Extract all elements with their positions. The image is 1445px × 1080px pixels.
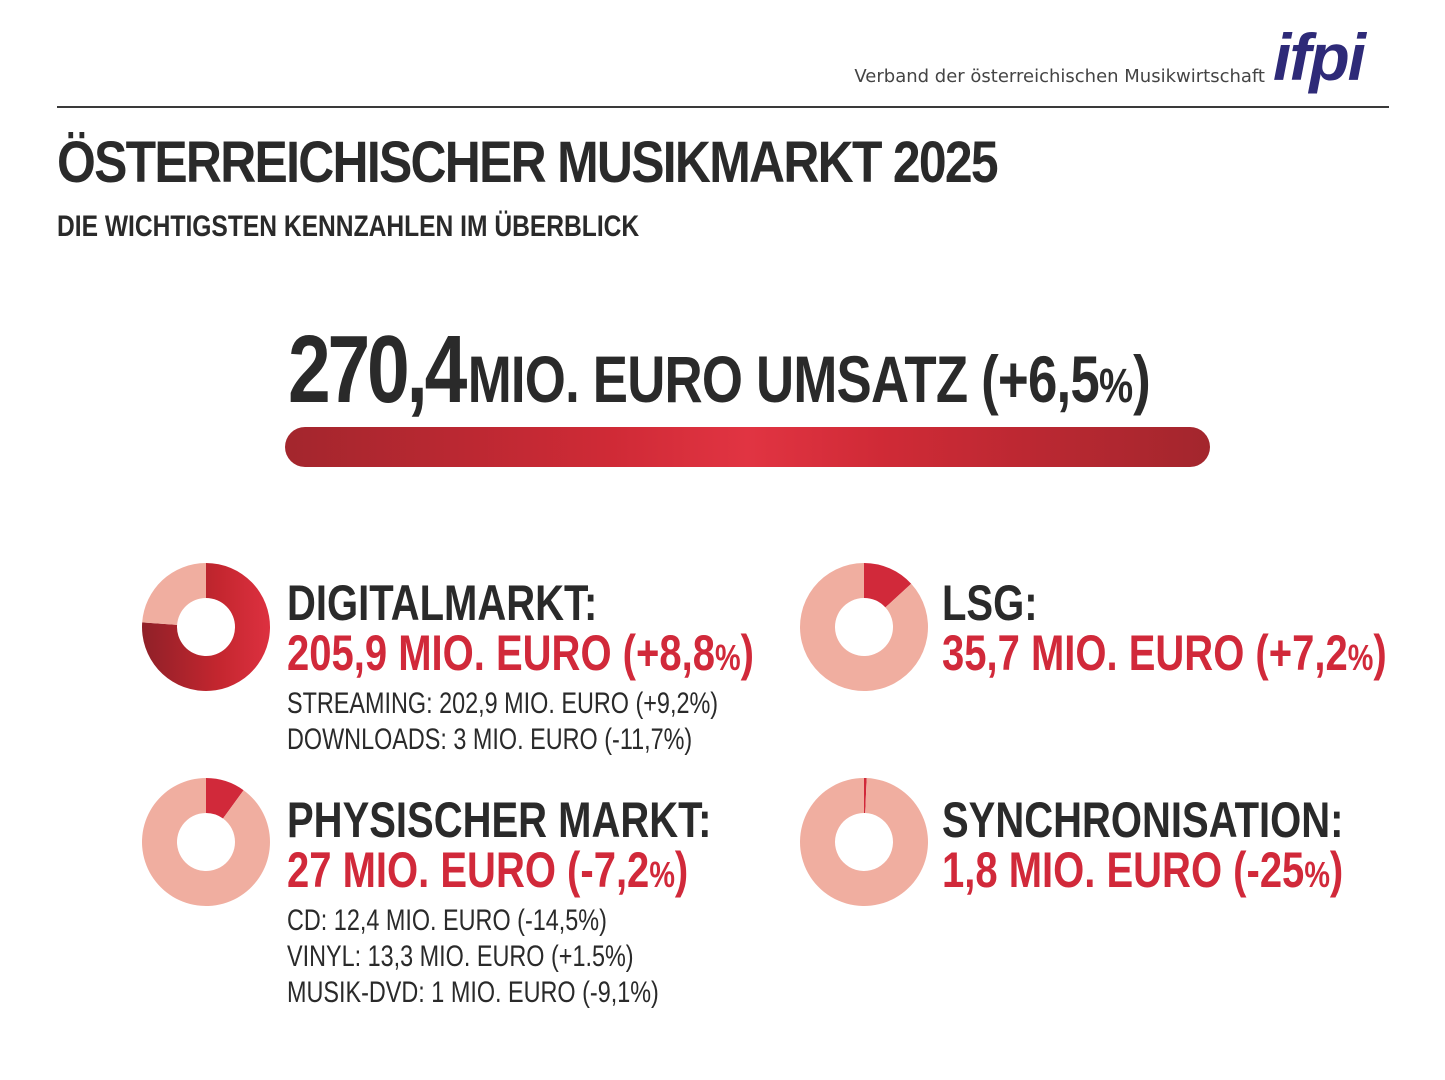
sync-percent-sign: % <box>1304 854 1330 895</box>
lsg-percent-sign: % <box>1347 637 1374 678</box>
lsg-donut-chart <box>800 563 928 691</box>
page-subtitle: DIE WICHTIGSTEN KENNZAHLEN IM ÜBERBLICK <box>57 210 640 243</box>
total-close-paren: ) <box>1133 342 1151 416</box>
digital-value-text: 205,9 MIO. EURO (+8,8 <box>287 625 715 681</box>
digital-donut-chart <box>142 563 270 691</box>
vinyl-line: VINYL: 13,3 MIO. EURO (+1.5%) <box>287 940 634 973</box>
digital-donut-slice-1 <box>142 563 206 625</box>
lsg-value-text: 35,7 MIO. EURO (+7,2 <box>942 625 1348 681</box>
physical-market-block: PHYSISCHER MARKT: 27 MIO. EURO (-7,2%) C… <box>287 795 818 1011</box>
digital-donut-slice-0 <box>142 563 270 691</box>
sync-block: SYNCHRONISATION: 1,8 MIO. EURO (-25%) <box>942 795 1444 895</box>
lsg-donut-slice-0 <box>864 563 912 608</box>
streaming-line: STREAMING: 202,9 MIO. EURO (+9,2%) <box>287 687 719 720</box>
downloads-line: DOWNLOADS: 3 MIO. EURO (-11,7%) <box>287 723 693 756</box>
digital-percent-sign: % <box>714 637 741 678</box>
sync-value-text: 1,8 MIO. EURO (-25 <box>942 842 1305 898</box>
sync-donut-slice-0 <box>864 778 867 814</box>
total-revenue-label: MIO. EURO UMSATZ (+6,5 <box>467 342 1100 416</box>
lsg-label: LSG: <box>942 575 1038 631</box>
lsg-value: 35,7 MIO. EURO (+7,2%) <box>942 628 1387 678</box>
physical-donut-slice-1 <box>142 778 270 906</box>
sync-close-paren: ) <box>1329 842 1344 898</box>
sync-donut-chart <box>800 778 928 906</box>
physical-market-label: PHYSISCHER MARKT: <box>287 792 712 848</box>
total-percent-sign: % <box>1098 360 1134 413</box>
physical-market-value: 27 MIO. EURO (-7,2%) <box>287 845 711 895</box>
page-title: ÖSTERREICHISCHER MUSIKMARKT 2025 <box>57 130 999 195</box>
physical-value-text: 27 MIO. EURO (-7,2 <box>287 842 650 898</box>
physical-donut-slice-0 <box>206 778 244 819</box>
sync-label: SYNCHRONISATION: <box>942 792 1344 848</box>
total-revenue-bar <box>285 427 1210 467</box>
lsg-close-paren: ) <box>1373 625 1387 681</box>
sync-donut-slice-1 <box>800 778 928 906</box>
sync-value: 1,8 MIO. EURO (-25%) <box>942 845 1343 895</box>
physical-close-paren: ) <box>674 842 689 898</box>
ifpi-logo: ifpi <box>1273 20 1366 94</box>
cd-line: CD: 12,4 MIO. EURO (-14,5%) <box>287 904 607 937</box>
lsg-donut-slice-1 <box>800 563 928 691</box>
org-name: Verband der österreichischen Musikwirtsc… <box>854 66 1265 87</box>
lsg-block: LSG: 35,7 MIO. EURO (+7,2%) <box>942 578 1445 678</box>
total-revenue-value: 270,4 <box>288 316 467 423</box>
header-divider <box>57 106 1389 108</box>
digital-market-block: DIGITALMARKT: 205,9 MIO. EURO (+8,8%) ST… <box>287 578 871 758</box>
physical-percent-sign: % <box>649 854 675 895</box>
digital-market-label: DIGITALMARKT: <box>287 575 598 631</box>
physical-donut-chart <box>142 778 270 906</box>
musik-dvd-line: MUSIK-DVD: 1 MIO. EURO (-9,1%) <box>287 976 659 1009</box>
total-revenue-headline: 270,4 MIO. EURO UMSATZ (+6,5%) <box>288 322 1151 418</box>
digital-close-paren: ) <box>740 625 754 681</box>
digital-market-value: 205,9 MIO. EURO (+8,8%) <box>287 628 754 678</box>
